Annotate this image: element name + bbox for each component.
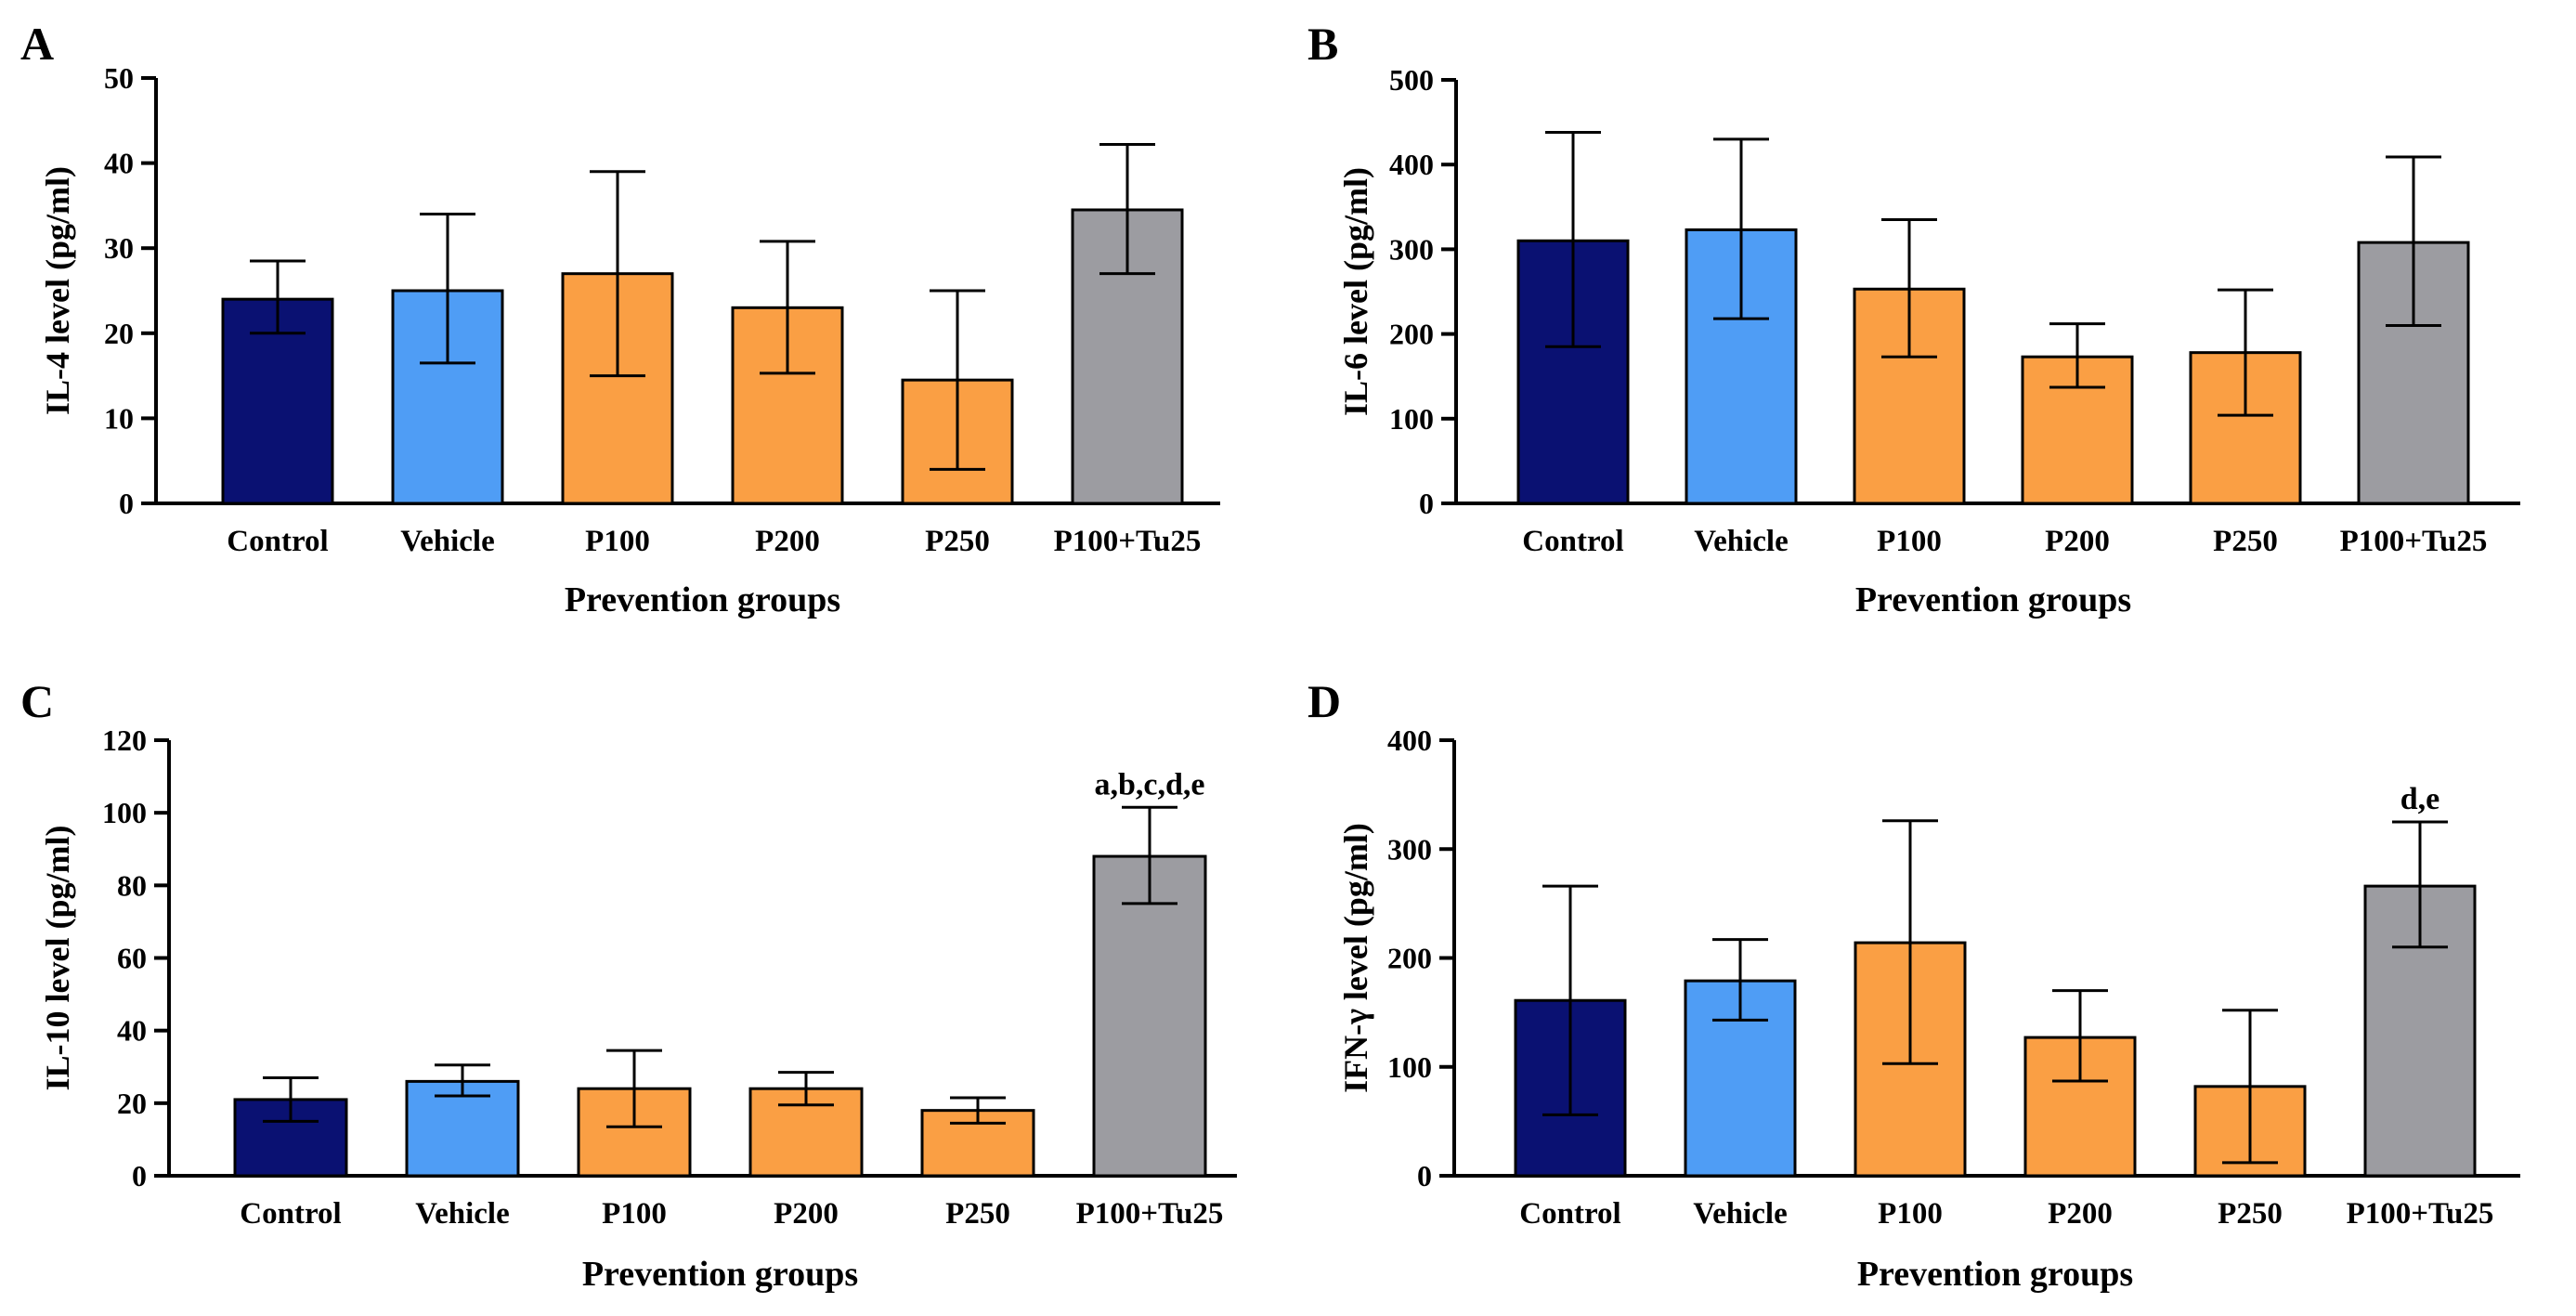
x-axis-title: Prevention groups <box>1857 1255 2133 1294</box>
y-tick-label: 40 <box>104 147 134 180</box>
x-tick-label: Control <box>227 525 328 558</box>
x-axis-title: Prevention groups <box>565 580 840 619</box>
y-tick-label: 200 <box>1389 318 1434 351</box>
x-tick-label: P100+Tu25 <box>2347 1197 2494 1231</box>
significance-annotation: a,b,c,d,e <box>1095 767 1205 801</box>
panel-label-D: D <box>1308 675 1341 727</box>
x-tick-label: Control <box>240 1197 341 1231</box>
x-tick-label: P100+Tu25 <box>1054 525 1202 558</box>
panel-label-C: C <box>20 675 54 727</box>
x-tick-label: P250 <box>925 525 990 558</box>
x-tick-label: P100+Tu25 <box>1076 1197 1224 1231</box>
y-tick-label: 80 <box>117 868 147 902</box>
x-tick-label: P250 <box>2218 1197 2283 1231</box>
x-tick-label: P200 <box>2048 1197 2113 1231</box>
x-tick-label: Vehicle <box>415 1197 509 1231</box>
y-tick-label: 100 <box>102 796 147 829</box>
y-axis-title: IFN-γ level (pg/ml) <box>1337 823 1374 1093</box>
y-tick-label: 0 <box>119 487 134 520</box>
y-tick-label: 20 <box>104 317 134 350</box>
y-axis-title: IL-6 level (pg/ml) <box>1337 167 1374 416</box>
y-tick-label: 400 <box>1387 723 1432 757</box>
y-tick-label: 300 <box>1387 832 1432 866</box>
bar-p100-tu25 <box>1092 854 1207 1178</box>
x-tick-label: P100 <box>585 525 650 558</box>
y-tick-label: 50 <box>104 61 134 95</box>
x-tick-label: P200 <box>774 1197 839 1231</box>
y-tick-label: 0 <box>1417 1159 1432 1192</box>
y-axis-title: IL-10 level (pg/ml) <box>39 826 76 1091</box>
x-tick-label: Vehicle <box>1693 1197 1787 1231</box>
x-tick-label: P200 <box>755 525 820 558</box>
x-tick-label: P100 <box>602 1197 667 1231</box>
y-tick-label: 100 <box>1387 1050 1432 1084</box>
x-tick-label: Control <box>1522 525 1623 558</box>
y-tick-label: 30 <box>104 231 134 265</box>
y-tick-label: 40 <box>117 1014 147 1048</box>
y-tick-label: 300 <box>1389 232 1434 266</box>
y-tick-label: 200 <box>1387 942 1432 975</box>
y-tick-label: 400 <box>1389 148 1434 181</box>
panel-label-B: B <box>1308 18 1338 70</box>
x-tick-label: Control <box>1519 1197 1620 1231</box>
x-tick-label: P100 <box>1877 525 1942 558</box>
x-tick-label: P200 <box>2045 525 2110 558</box>
x-tick-label: P250 <box>2213 525 2278 558</box>
y-tick-label: 120 <box>102 723 147 757</box>
y-tick-label: 500 <box>1389 63 1434 97</box>
significance-annotation: d,e <box>2400 782 2440 816</box>
x-tick-label: P250 <box>945 1197 1010 1231</box>
x-axis-title: Prevention groups <box>1855 580 2131 619</box>
x-axis-title: Prevention groups <box>582 1255 858 1294</box>
x-tick-label: P100+Tu25 <box>2340 525 2488 558</box>
x-tick-label: P100 <box>1878 1197 1943 1231</box>
y-tick-label: 100 <box>1389 402 1434 436</box>
y-tick-label: 10 <box>104 401 134 435</box>
x-tick-label: Vehicle <box>1694 525 1788 558</box>
y-tick-label: 60 <box>117 942 147 975</box>
panel-label-A: A <box>20 18 54 70</box>
y-tick-label: 0 <box>1419 487 1434 520</box>
y-tick-label: 20 <box>117 1087 147 1120</box>
x-tick-label: Vehicle <box>400 525 494 558</box>
y-axis-title: IL-4 level (pg/ml) <box>39 166 76 415</box>
y-tick-label: 0 <box>132 1159 147 1192</box>
